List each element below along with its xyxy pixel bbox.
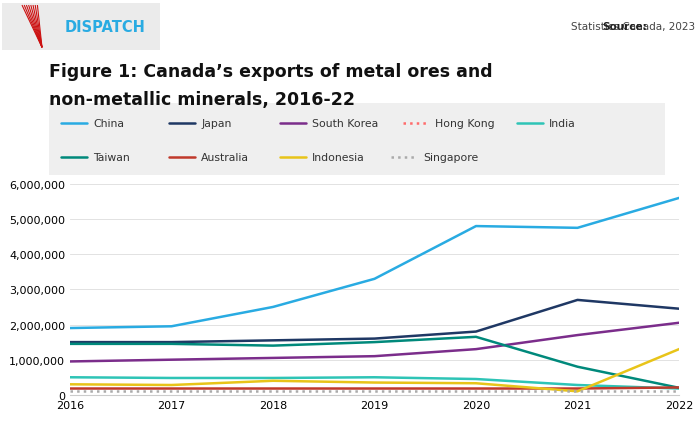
Text: Singapore: Singapore — [423, 153, 478, 163]
Text: Hong Kong: Hong Kong — [435, 118, 495, 128]
Text: Statistics Canada, 2023: Statistics Canada, 2023 — [571, 22, 695, 32]
Text: Figure 1: Canada’s exports of metal ores and: Figure 1: Canada’s exports of metal ores… — [49, 63, 493, 81]
Text: South Korea: South Korea — [312, 118, 378, 128]
Text: Australia: Australia — [201, 153, 249, 163]
Text: Taiwan: Taiwan — [93, 153, 130, 163]
Text: Indonesia: Indonesia — [312, 153, 365, 163]
Text: non-metallic minerals, 2016-22: non-metallic minerals, 2016-22 — [49, 91, 355, 109]
Text: India: India — [550, 118, 576, 128]
Text: Japan: Japan — [201, 118, 232, 128]
Text: China: China — [93, 118, 125, 128]
Text: Source:: Source: — [602, 22, 647, 32]
FancyBboxPatch shape — [2, 4, 160, 51]
Text: DISPATCH: DISPATCH — [64, 20, 146, 35]
